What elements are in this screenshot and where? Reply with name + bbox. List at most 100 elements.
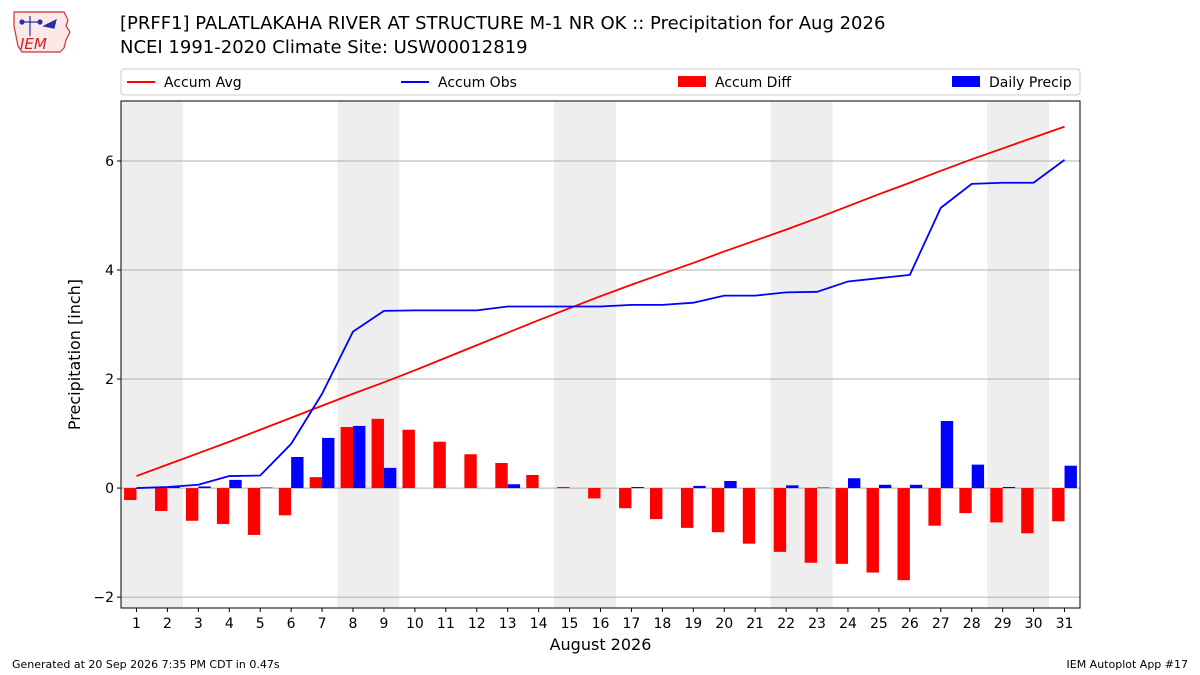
accum-diff-bar: [495, 462, 508, 489]
daily-precip-bar: [631, 486, 644, 489]
x-axis-label: August 2026: [550, 635, 652, 654]
legend-box: [120, 68, 1081, 96]
daily-precip-bar: [817, 487, 830, 489]
iem-logo-icon: IEM: [13, 11, 71, 53]
accum-diff-bar: [309, 477, 323, 489]
legend-accum-diff-label: Accum Diff: [715, 75, 791, 91]
daily-precip-bar: [1064, 465, 1077, 489]
x-tick-label: 13: [499, 616, 517, 632]
x-tick-label: 31: [1056, 616, 1074, 632]
x-tick-label: 5: [256, 616, 265, 632]
y-tick-label: 6: [105, 154, 114, 170]
daily-precip-bar: [167, 486, 180, 489]
accum-diff-bar: [866, 488, 879, 573]
accum-diff-bar: [619, 488, 632, 509]
x-tick-label: 28: [963, 616, 981, 632]
chart-title: [PRFF1] PALATLAKAHA RIVER AT STRUCTURE M…: [120, 13, 886, 34]
x-tick-label: 1: [132, 616, 141, 632]
legend-daily-precip-label: Daily Precip: [989, 75, 1072, 91]
daily-precip-bar: [383, 467, 397, 489]
daily-precip-bar: [971, 464, 985, 489]
x-tick-label: 17: [623, 616, 641, 632]
x-tick-label: 11: [437, 616, 455, 632]
accum-diff-bar: [1021, 488, 1034, 534]
x-tick-label: 6: [287, 616, 296, 632]
accum-diff-bar: [185, 488, 199, 521]
accum-diff-bar: [557, 486, 570, 489]
accum-diff-bar: [835, 488, 848, 564]
weekend-band: [987, 101, 1050, 608]
accum-diff-bar: [124, 488, 137, 501]
x-tick-label: 26: [901, 616, 919, 632]
x-tick-label: 2: [163, 616, 172, 632]
x-tick-label: 18: [653, 616, 671, 632]
x-tick-label: 25: [870, 616, 888, 632]
weekend-band: [337, 101, 400, 608]
accum-diff-bar: [990, 488, 1003, 523]
weather-station-icon: [19, 16, 57, 36]
accum-diff-bar: [1052, 488, 1065, 522]
x-tick-label: 15: [561, 616, 579, 632]
x-tick-label: 22: [777, 616, 795, 632]
daily-precip-bar: [847, 478, 861, 489]
accum-diff-bar: [742, 488, 756, 544]
accum-diff-bar: [773, 488, 787, 552]
accum-diff-bar: [433, 441, 446, 489]
x-tick-label: 7: [318, 616, 327, 632]
y-tick-label: −2: [93, 590, 114, 606]
x-tick-label: 16: [592, 616, 610, 632]
accum-avg-line: [136, 125, 1065, 477]
legend-accum-obs-label: Accum Obs: [438, 75, 517, 91]
accum-diff-bar: [464, 454, 477, 489]
x-tick-label: 19: [684, 616, 702, 632]
accum-diff-bar: [247, 488, 261, 535]
accum-diff-bar: [959, 488, 972, 514]
daily-precip-bar: [1002, 486, 1016, 489]
accum-diff-bar: [804, 488, 818, 563]
accum-diff-bar: [402, 429, 415, 489]
x-tick-label: 21: [746, 616, 764, 632]
y-axis-label: Precipitation [inch]: [65, 279, 84, 430]
accum-diff-bar: [928, 488, 941, 526]
x-tick-label: 14: [530, 616, 548, 632]
daily-precip-bar: [322, 437, 335, 489]
daily-precip-bar: [724, 480, 737, 489]
x-tick-label: 10: [406, 616, 424, 632]
daily-precip-bar: [507, 484, 521, 489]
accum-obs-line: [136, 159, 1066, 489]
y-tick-label: 4: [105, 263, 114, 279]
legend-accum-diff-swatch: [678, 76, 706, 87]
accum-diff-bar: [711, 488, 725, 533]
weekend-band: [554, 101, 616, 608]
x-tick-label: 20: [715, 616, 733, 632]
daily-precip-bar: [878, 484, 892, 489]
daily-precip-bar: [229, 479, 242, 489]
accum-diff-bar: [526, 474, 539, 489]
x-tick-label: 3: [194, 616, 203, 632]
x-tick-label: 30: [1025, 616, 1043, 632]
weekend-band: [121, 101, 183, 608]
accum-diff-bar: [371, 418, 384, 489]
legend-daily-precip-swatch: [952, 76, 980, 87]
daily-precip-bar: [940, 421, 954, 489]
y-tick-label: 2: [105, 372, 114, 388]
x-tick-label: 8: [349, 616, 358, 632]
accum-diff-bar: [340, 427, 354, 489]
daily-precip-bar: [909, 484, 923, 489]
x-tick-label: 9: [379, 616, 388, 632]
daily-precip-bar: [198, 486, 211, 489]
daily-precip-bar: [260, 487, 273, 489]
legend-accum-avg-label: Accum Avg: [164, 75, 242, 91]
x-tick-label: 4: [225, 616, 234, 632]
y-tick-label: 0: [105, 481, 114, 497]
x-tick-label: 29: [994, 616, 1012, 632]
accum-diff-bar: [588, 488, 601, 499]
daily-precip-bar: [353, 425, 366, 489]
daily-precip-bar: [786, 485, 799, 489]
x-tick-label: 24: [839, 616, 857, 632]
accum-diff-bar: [155, 488, 168, 511]
accum-diff-bar: [680, 488, 694, 528]
chart-subtitle: NCEI 1991-2020 Climate Site: USW00012819: [120, 37, 528, 58]
x-tick-label: 12: [468, 616, 486, 632]
